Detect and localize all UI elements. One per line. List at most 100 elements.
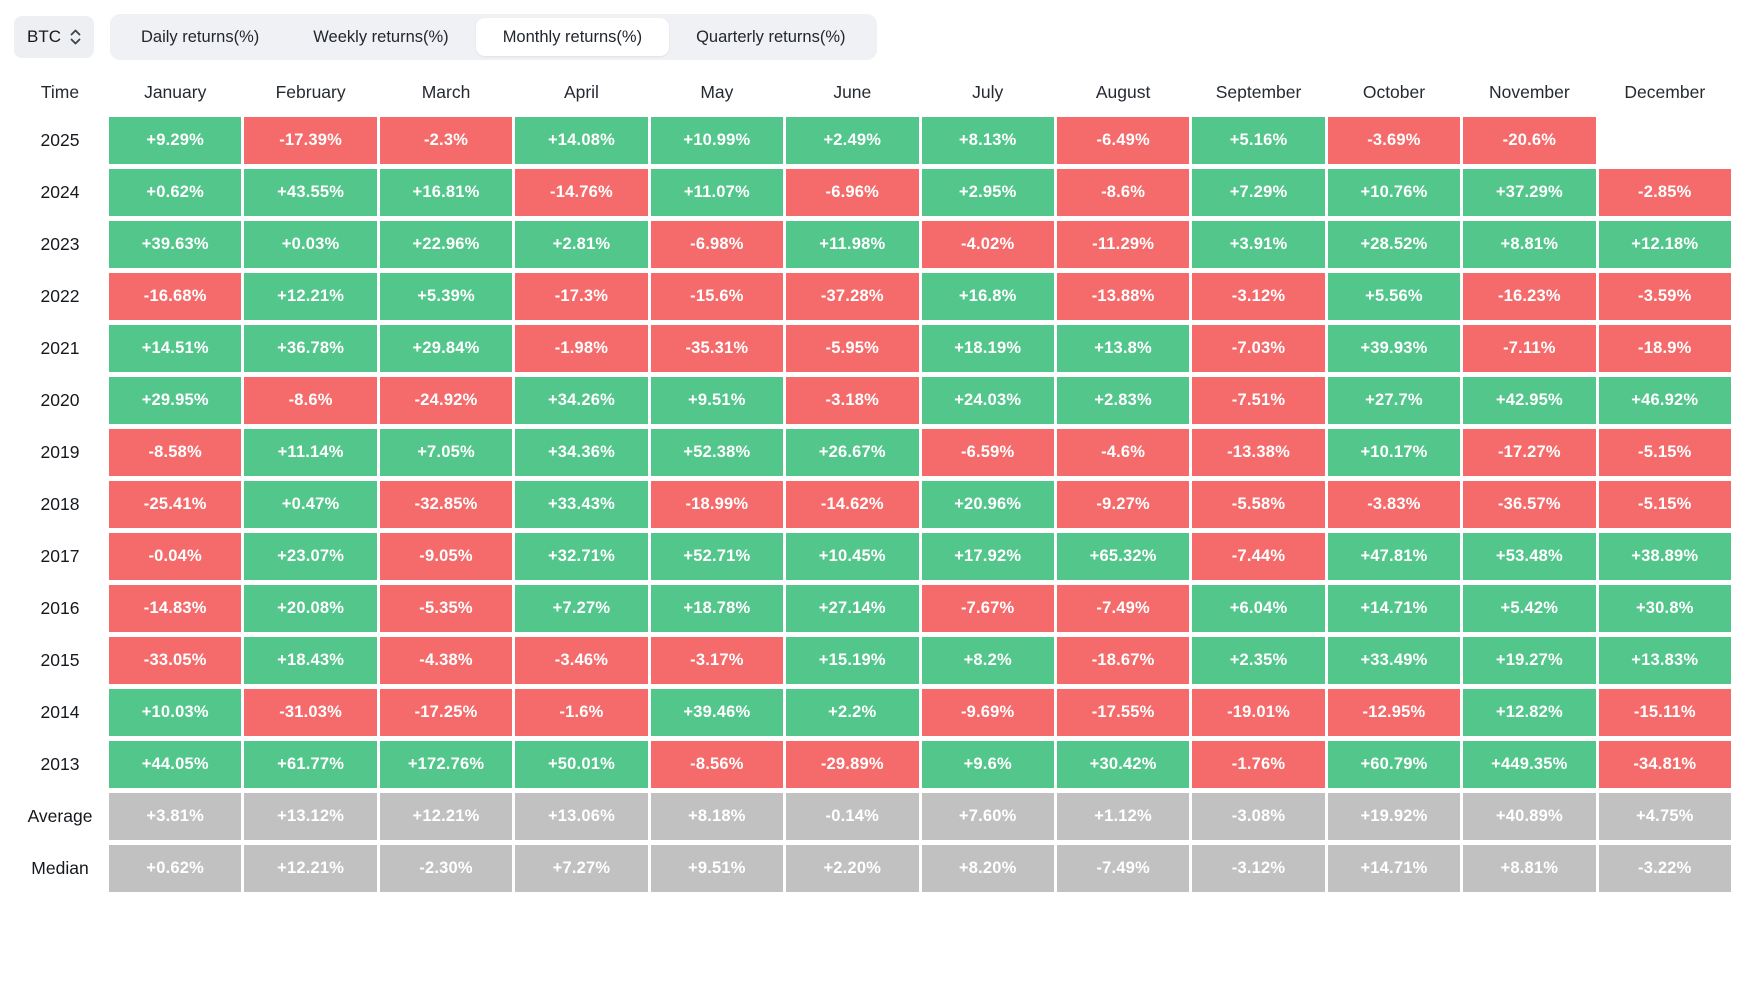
column-header-month: June xyxy=(833,81,872,102)
row-label: Average xyxy=(27,806,93,826)
return-cell: +13.8% xyxy=(1056,325,1190,372)
return-cell: -14.76% xyxy=(515,169,648,216)
return-cell: -1.76% xyxy=(1192,741,1325,788)
return-cell: +34.26% xyxy=(515,377,648,424)
return-cell: -9.05% xyxy=(379,533,513,580)
row-label: 2013 xyxy=(40,754,80,774)
return-cell: -8.6% xyxy=(244,377,377,424)
return-cell: +12.21% xyxy=(244,845,377,892)
return-cell: +37.29% xyxy=(1463,169,1596,216)
return-cell: +60.79% xyxy=(1327,741,1461,788)
tab-weekly-returns[interactable]: Weekly returns(%) xyxy=(313,28,449,46)
return-cell: -6.96% xyxy=(786,169,919,216)
asset-selector[interactable]: BTC xyxy=(14,16,94,58)
tab-daily-returns[interactable]: Daily returns(%) xyxy=(141,28,260,46)
return-cell: +29.84% xyxy=(379,325,513,372)
column-header-month: January xyxy=(144,81,207,102)
return-cell: +2.2% xyxy=(786,689,919,736)
return-cell: +20.08% xyxy=(244,585,377,632)
return-cell: +16.8% xyxy=(921,273,1054,320)
return-cell: +15.19% xyxy=(786,637,919,684)
return-cell: +27.14% xyxy=(786,585,919,632)
return-cell: -17.27% xyxy=(1463,429,1596,476)
return-cell: +11.98% xyxy=(786,221,919,268)
return-cell: -17.39% xyxy=(244,117,377,164)
return-cell: -8.58% xyxy=(109,429,242,476)
return-cell: -8.6% xyxy=(1056,169,1190,216)
return-cell: -20.6% xyxy=(1463,117,1596,164)
return-cell: +43.55% xyxy=(244,169,377,216)
return-cell: +36.78% xyxy=(244,325,377,372)
return-cell: +14.51% xyxy=(109,325,242,372)
return-cell: +3.91% xyxy=(1192,221,1325,268)
return-cell: -15.6% xyxy=(650,273,784,320)
monthly-returns-table: Time January February March April May June July… xyxy=(0,60,1754,892)
return-cell: +11.07% xyxy=(650,169,784,216)
return-cell: +53.48% xyxy=(1463,533,1596,580)
return-cell: -4.6% xyxy=(1056,429,1190,476)
return-cell: -3.12% xyxy=(1192,845,1325,892)
return-cell: +34.36% xyxy=(515,429,648,476)
return-cell: -6.98% xyxy=(650,221,784,268)
return-cell: +9.6% xyxy=(921,741,1054,788)
return-cell: -9.27% xyxy=(1056,481,1190,528)
return-cell: +10.17% xyxy=(1327,429,1461,476)
return-cell: +52.71% xyxy=(650,533,784,580)
return-cell: +24.03% xyxy=(921,377,1054,424)
return-cell: -15.11% xyxy=(1598,689,1731,736)
return-cell: -16.23% xyxy=(1463,273,1596,320)
return-cell-empty xyxy=(1599,117,1731,164)
return-cell: -18.99% xyxy=(650,481,784,528)
return-cell: -3.17% xyxy=(650,637,784,684)
row-label: 2015 xyxy=(40,650,80,670)
row-label: 2023 xyxy=(40,234,80,254)
row-label: 2021 xyxy=(40,338,80,358)
return-cell: -4.02% xyxy=(921,221,1054,268)
return-cell: +3.81% xyxy=(109,793,242,840)
return-cell: +23.07% xyxy=(244,533,377,580)
return-cell: +5.39% xyxy=(379,273,513,320)
return-cell: -3.08% xyxy=(1192,793,1325,840)
tab-quarterly-returns[interactable]: Quarterly returns(%) xyxy=(696,28,846,46)
row-label: 2019 xyxy=(40,442,80,462)
column-header-month: February xyxy=(275,81,346,102)
return-cell: +65.32% xyxy=(1056,533,1190,580)
return-cell: +39.46% xyxy=(650,689,784,736)
return-cell: +12.21% xyxy=(244,273,377,320)
return-cell: +2.83% xyxy=(1056,377,1190,424)
return-cell: -13.88% xyxy=(1056,273,1190,320)
return-cell: -33.05% xyxy=(109,637,242,684)
return-cell: +33.43% xyxy=(515,481,648,528)
column-header-month: August xyxy=(1095,81,1151,102)
row-label: 2022 xyxy=(40,286,80,306)
return-cell: +7.27% xyxy=(515,585,648,632)
return-cell: -7.03% xyxy=(1192,325,1325,372)
return-cell: +14.08% xyxy=(515,117,648,164)
return-cell: +13.83% xyxy=(1598,637,1731,684)
return-cell: -16.68% xyxy=(109,273,242,320)
tab-monthly-returns[interactable]: Monthly returns(%) xyxy=(475,18,670,56)
return-cell: +0.03% xyxy=(244,221,377,268)
return-cell: +47.81% xyxy=(1327,533,1461,580)
return-cell: -2.85% xyxy=(1598,169,1731,216)
return-cell: +9.51% xyxy=(650,377,784,424)
column-header-month: July xyxy=(972,81,1004,102)
return-cell: +19.27% xyxy=(1463,637,1596,684)
return-cell: +32.71% xyxy=(515,533,648,580)
return-cell: +39.63% xyxy=(109,221,242,268)
row-label: 2016 xyxy=(40,598,80,618)
returns-period-tabs: Daily returns(%) Weekly returns(%) Month… xyxy=(110,14,877,60)
return-cell: +18.19% xyxy=(921,325,1054,372)
column-header-month: October xyxy=(1362,81,1426,102)
return-cell: +5.56% xyxy=(1327,273,1461,320)
return-cell: +2.95% xyxy=(921,169,1054,216)
return-cell: +5.42% xyxy=(1463,585,1596,632)
return-cell: +52.38% xyxy=(650,429,784,476)
return-cell: +39.93% xyxy=(1327,325,1461,372)
return-cell: -17.25% xyxy=(379,689,513,736)
return-cell: +10.76% xyxy=(1327,169,1461,216)
return-cell: +2.81% xyxy=(515,221,648,268)
return-cell: +38.89% xyxy=(1598,533,1731,580)
return-cell: -17.55% xyxy=(1056,689,1190,736)
return-cell: -18.9% xyxy=(1598,325,1731,372)
